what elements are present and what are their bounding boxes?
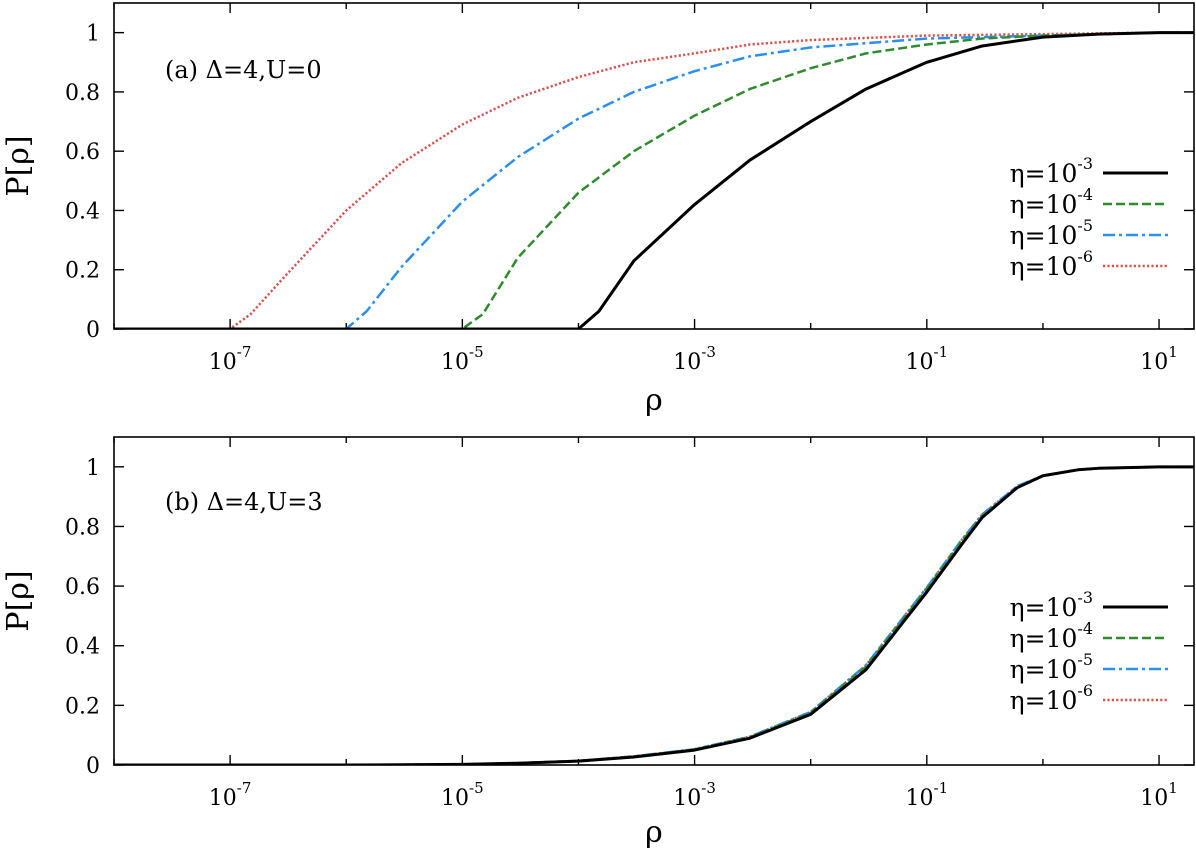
panel-a: 10-7 10-5 10-3 10-1 101 0 0.2 0.4 0.6 0.8 1 ρ P[ρ] (a…	[1, 2, 1195, 418]
x-tick-label: 10-5	[441, 343, 484, 375]
y-tick-label: 0.8	[65, 515, 100, 540]
y-tick-label: 0.6	[65, 575, 100, 600]
x-tick-label: 10-3	[673, 343, 716, 375]
series-line-eta-minus3	[114, 31, 1194, 329]
y-axis-label: P[ρ]	[1, 135, 36, 196]
x-axis-label: ρ	[645, 383, 663, 418]
legend-label: η=10-6	[1010, 681, 1093, 715]
y-tick-label: 0.2	[65, 259, 100, 284]
y-tick-label: 1	[86, 456, 100, 481]
legend-label: η=10-4	[1010, 619, 1093, 653]
y-tick-label: 0.2	[65, 694, 100, 719]
y-tick-label: 0.6	[65, 140, 100, 165]
y-tick-label: 0.8	[65, 81, 100, 106]
y-axis-label: P[ρ]	[1, 570, 36, 631]
series-line-eta-minus4	[114, 31, 1194, 329]
x-tick-label: 10-5	[441, 779, 484, 811]
x-tick-label: 10-1	[906, 343, 949, 375]
legend-label: η=10-5	[1010, 216, 1093, 250]
x-axis-label: ρ	[645, 815, 663, 850]
legend-label: η=10-3	[1010, 154, 1093, 188]
y-tick-label: 1	[86, 22, 100, 47]
y-tick-label: 0	[86, 754, 100, 779]
y-tick-label: 0.4	[65, 199, 100, 224]
x-tick-label: 10-7	[209, 779, 252, 811]
legend-label: η=10-3	[1010, 588, 1093, 622]
y-tick-label: 0.4	[65, 635, 100, 660]
panel-annotation: (a) Δ=4,U=0	[165, 56, 322, 84]
panel-annotation: (b) Δ=4,U=3	[165, 488, 323, 516]
legend-label: η=10-5	[1010, 650, 1093, 684]
x-tick-label: 101	[1140, 343, 1178, 375]
legend-label: η=10-4	[1010, 185, 1093, 219]
series-line-eta-minus5	[114, 31, 1194, 329]
y-tick-label: 0	[86, 318, 100, 343]
series-line-eta-minus6	[114, 31, 1194, 329]
x-tick-label: 10-3	[673, 779, 716, 811]
x-tick-label: 10-1	[906, 779, 949, 811]
series-line-eta-minus3	[114, 465, 1194, 765]
x-tick-label: 101	[1140, 779, 1178, 811]
plot-frame	[113, 436, 1195, 766]
plot-frame	[113, 2, 1195, 330]
panel-b: 10-7 10-5 10-3 10-1 101 0 0.2 0.4 0.6 0.8 1 ρ P[ρ] (b…	[1, 436, 1195, 850]
x-tick-label: 10-7	[209, 343, 252, 375]
legend-label: η=10-6	[1010, 247, 1093, 281]
